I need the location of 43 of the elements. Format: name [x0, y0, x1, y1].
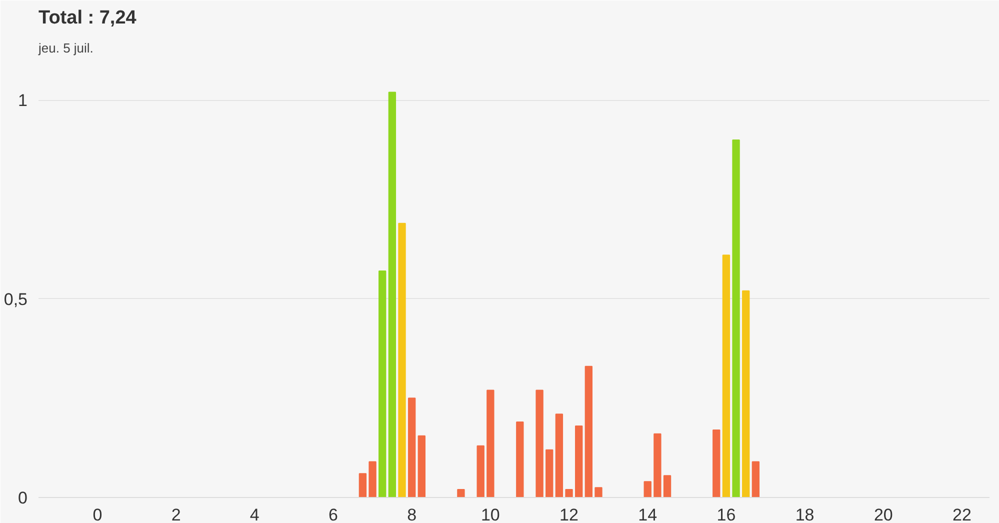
bar: [732, 139, 740, 498]
bar: [575, 425, 583, 498]
bar: [476, 445, 484, 498]
x-tick-label: 8: [407, 506, 417, 523]
x-tick-label: 12: [560, 506, 578, 523]
x-tick-label: 22: [952, 506, 972, 523]
bar: [378, 270, 386, 498]
bar: [654, 433, 662, 498]
bar: [644, 481, 652, 498]
chart-subtitle: jeu. 5 juil.: [38, 40, 94, 56]
bar: [516, 422, 524, 498]
bar: [594, 487, 602, 498]
bar: [546, 449, 554, 498]
bar: [584, 366, 593, 498]
bar: [722, 254, 730, 498]
x-tick-label: 14: [638, 506, 658, 523]
x-tick-label: 6: [328, 506, 338, 523]
bar: [486, 390, 494, 498]
bar: [388, 92, 396, 498]
x-tick-label: 0: [92, 506, 102, 523]
x-tick-label: 10: [480, 506, 500, 523]
bar: [398, 222, 406, 498]
bar: [752, 461, 760, 498]
y-tick-label: 0: [18, 488, 28, 508]
x-tick-label: 18: [795, 506, 814, 523]
bar: [457, 489, 465, 498]
x-tick-label: 2: [171, 506, 181, 523]
bar: [408, 398, 416, 498]
bar: [663, 475, 672, 498]
y-tick-label: 0,5: [4, 290, 28, 309]
x-tick-label: 16: [716, 506, 736, 523]
bar: [358, 473, 367, 498]
bar: [565, 489, 573, 498]
x-tick-label: 20: [874, 506, 893, 523]
x-tick-label: 4: [250, 506, 260, 523]
bar: [742, 290, 750, 498]
bar: [368, 461, 376, 498]
bar: [555, 414, 564, 498]
chart-title: Total : 7,24: [38, 8, 137, 28]
bar: [536, 390, 544, 498]
y-tick-label: 1: [18, 91, 28, 110]
bar: [712, 429, 720, 498]
bar: [418, 435, 426, 498]
